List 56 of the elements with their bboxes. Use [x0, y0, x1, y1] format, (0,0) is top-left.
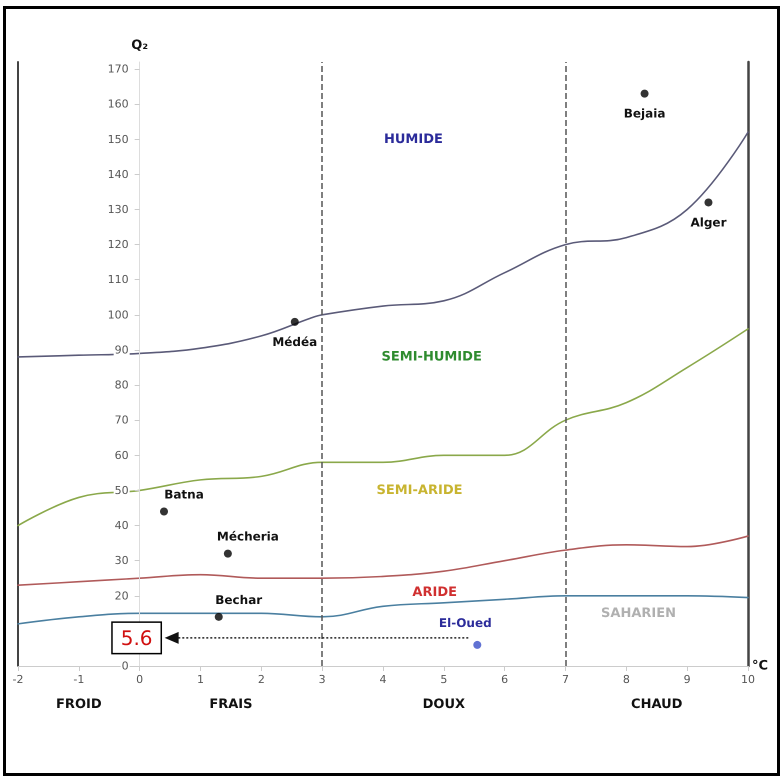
annotation: HUMIDE [384, 132, 443, 147]
x-tick-label: -2 [12, 673, 24, 686]
annotation: SEMI-ARIDE [376, 482, 462, 498]
y-tick-label: 160 [108, 98, 129, 111]
annotation: Batna [164, 487, 204, 502]
y-tick-label: 170 [108, 62, 129, 76]
y-tick-label: 110 [108, 273, 129, 286]
y-tick-label: 30 [114, 554, 129, 568]
x-tick-label: 5 [440, 673, 448, 686]
y-tick-label: 40 [114, 519, 129, 532]
x-tick-label: 7 [562, 673, 569, 686]
annotation: El-Oued [438, 616, 492, 630]
annotation: ARIDE [412, 584, 458, 600]
x-tick-label: 2 [258, 673, 265, 686]
y-tick-label: 80 [114, 378, 129, 392]
annotation: Mécheria [216, 530, 279, 544]
annotation: Médéa [272, 334, 318, 349]
annotation: Alger [690, 215, 727, 230]
y-tick-label: 120 [108, 238, 129, 252]
point [160, 507, 168, 516]
y-tick-label: 20 [114, 589, 129, 602]
x-tick-label: -1 [73, 673, 84, 686]
x-tick-label: 4 [380, 673, 386, 686]
x-tick-label: 3 [318, 673, 326, 686]
x-tick-label: 9 [684, 673, 691, 686]
y-tick-label: 50 [114, 484, 129, 497]
point [290, 318, 299, 326]
annotation: 5.6 [120, 626, 153, 650]
y-tick-label: 140 [108, 168, 129, 181]
x-tick-label: 8 [622, 673, 630, 686]
text: CHAUD [631, 697, 683, 712]
point [214, 612, 223, 621]
y-tick-label: 90 [114, 343, 129, 356]
x-tick-label: 10 [741, 673, 755, 686]
y-tick-label: 70 [114, 414, 129, 427]
point [473, 640, 482, 649]
annotation: Bechar [215, 592, 262, 607]
point [704, 198, 712, 206]
text: FRAIS [209, 697, 252, 712]
x-tick-label: 6 [501, 673, 508, 686]
y-tick-label: 0 [122, 660, 129, 672]
y-axis-title: Q₂ [131, 38, 148, 53]
point [224, 550, 232, 558]
text: FROID [56, 697, 102, 712]
y-tick-label: 60 [114, 448, 129, 462]
annotation: SEMI-HUMIDE [382, 349, 482, 364]
y-tick-label: 100 [108, 308, 129, 322]
text: DOUX [422, 697, 466, 712]
x-tick-label: 1 [197, 673, 204, 686]
x-tick-label: 0 [136, 673, 144, 686]
point [640, 90, 649, 98]
x-axis-title: °C [752, 658, 768, 674]
annotation: Bejaia [624, 106, 666, 121]
y-tick-label: 150 [108, 132, 129, 146]
y-tick-label: 130 [108, 202, 129, 216]
annotation: SAHARIEN [601, 606, 676, 621]
